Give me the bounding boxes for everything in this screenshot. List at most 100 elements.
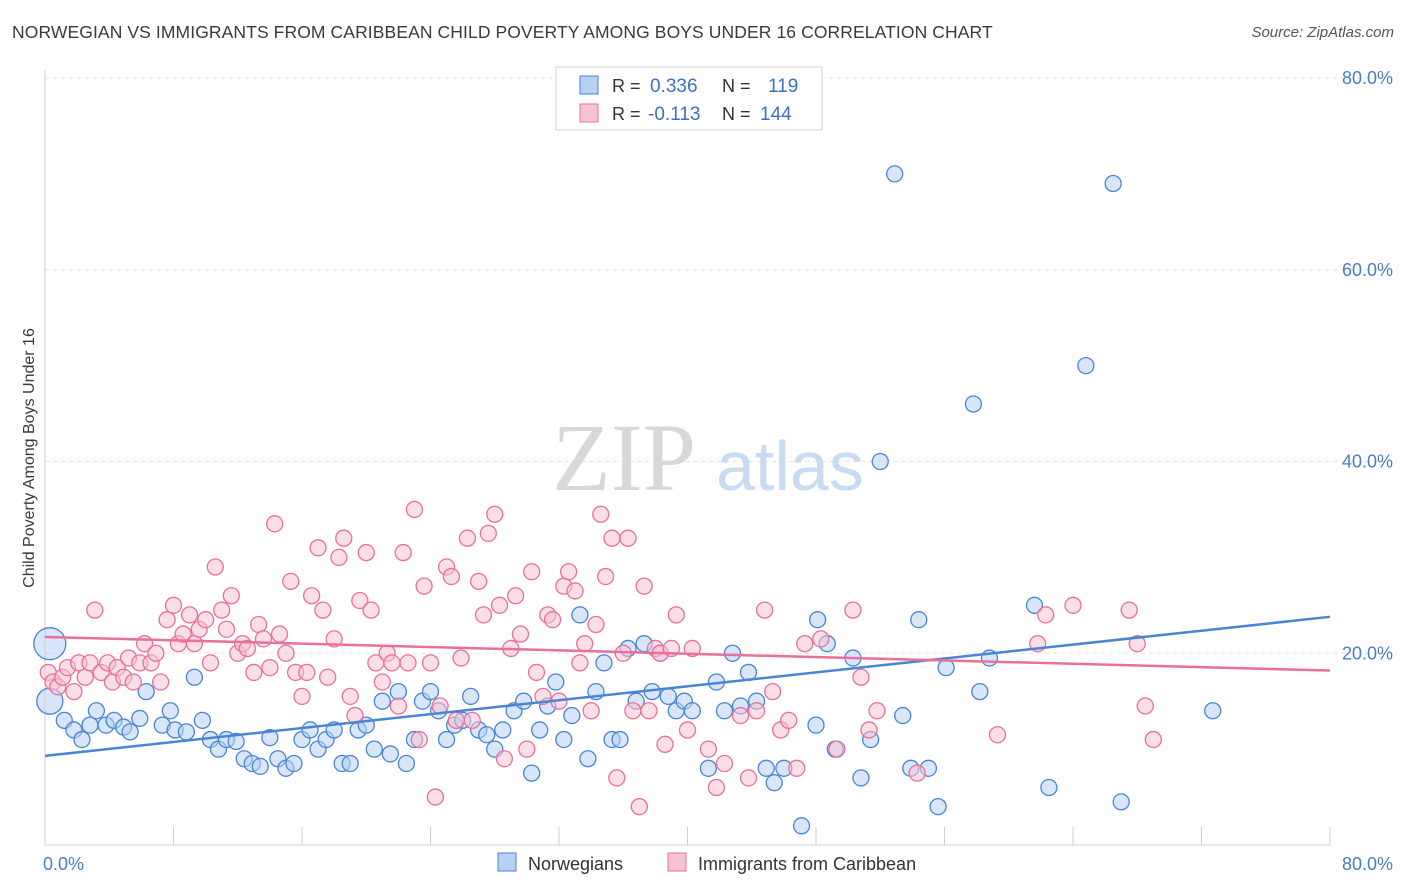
caribbean-point <box>474 606 493 624</box>
stats-legend: R = 0.336 N = 119 R = -0.113 N = 144 <box>555 66 823 131</box>
norwegian-point <box>478 726 496 744</box>
caribbean-point <box>245 663 263 682</box>
legend-label-norwegians: Norwegians <box>528 854 623 874</box>
norwegian-point <box>131 709 149 728</box>
caribbean-point <box>635 577 653 595</box>
caribbean-point <box>624 702 642 720</box>
norwegian-point <box>659 687 677 706</box>
caribbean-point <box>362 601 380 619</box>
caribbean-point <box>763 682 782 701</box>
norwegian-point <box>193 711 212 730</box>
norwegian-point <box>1077 356 1095 375</box>
caribbean-point <box>844 601 862 619</box>
norwegian-point <box>886 165 904 183</box>
caribbean-point <box>293 687 311 706</box>
caribbean-point <box>217 620 236 638</box>
caribbean-point <box>852 668 870 686</box>
caribbean-point <box>76 668 94 686</box>
norwegian-point <box>1112 793 1130 811</box>
caribbean-point <box>463 711 481 730</box>
norwegian-point <box>177 723 196 741</box>
caribbean-point <box>988 726 1007 744</box>
caribbean-point <box>394 543 412 562</box>
caribbean-point <box>1064 596 1082 614</box>
caribbean-point <box>452 649 470 667</box>
norwegian-point <box>73 730 91 749</box>
caribbean-point <box>640 702 658 720</box>
caribbean-point <box>1144 730 1162 749</box>
norwegian-point <box>341 754 359 773</box>
caribbean-point <box>518 740 536 758</box>
stats-swatch-pink <box>579 103 599 123</box>
y-tick-label-3: 80.0% <box>1342 68 1393 88</box>
caribbean-point <box>180 606 199 624</box>
norwegian-point <box>227 732 245 751</box>
norwegian-point <box>389 682 408 701</box>
y-axis-label: Child Poverty Among Boys Under 16 <box>21 328 38 588</box>
norwegian-point <box>964 395 983 413</box>
norwegian-point <box>937 658 955 677</box>
y-tick-label-1: 40.0% <box>1342 452 1393 472</box>
caribbean-point <box>351 591 369 610</box>
stats-n-label-pink: N = <box>722 104 751 124</box>
x-tick-label-0: 0.0% <box>43 854 84 874</box>
watermark-atlas: atlas <box>716 427 864 505</box>
caribbean-point <box>238 639 257 658</box>
caribbean-point <box>1037 606 1055 624</box>
caribbean-point <box>699 740 718 758</box>
caribbean-point <box>908 764 926 782</box>
caribbean-point <box>495 750 514 768</box>
caribbean-point <box>201 654 220 672</box>
caribbean-point <box>164 596 183 614</box>
legend-label-caribbean: Immigrants from Caribbean <box>698 854 916 874</box>
norwegian-point <box>1204 702 1222 720</box>
axes <box>44 70 1331 846</box>
norwegian-point <box>33 627 67 661</box>
norwegian-point <box>894 706 912 725</box>
y-tick-label-0: 20.0% <box>1342 643 1393 663</box>
caribbean-point <box>1120 601 1138 619</box>
caribbean-point <box>683 639 701 658</box>
caribbean-point <box>270 625 289 643</box>
caribbean-point <box>458 529 477 547</box>
norwegian-point <box>1104 174 1122 193</box>
legend-swatch-norwegians <box>497 852 517 872</box>
norwegian-point <box>792 817 811 835</box>
norwegian-point <box>301 721 319 739</box>
caribbean-point <box>592 505 610 523</box>
norwegian-point <box>285 754 303 773</box>
norwegian-point <box>531 721 549 739</box>
caribbean-point <box>185 635 204 653</box>
caribbean-point <box>479 524 497 543</box>
caribbean-point <box>755 601 774 619</box>
caribbean-point <box>656 735 674 753</box>
caribbean-point <box>373 673 391 691</box>
caribbean-point <box>158 611 176 629</box>
caribbean-point <box>254 630 273 648</box>
caribbean-point <box>81 654 99 672</box>
norwegian-point <box>929 798 947 816</box>
caribbean-point <box>596 567 615 586</box>
caribbean-point <box>383 654 401 672</box>
caribbean-point <box>566 582 584 600</box>
caribbean-point <box>788 759 806 777</box>
caribbean-point <box>405 500 424 519</box>
caribbean-point <box>1136 697 1154 715</box>
caribbean-point <box>174 625 192 643</box>
norwegian-point <box>871 452 889 471</box>
stats-legend-box <box>555 66 823 131</box>
caribbean-point <box>147 644 165 662</box>
caribbean-point <box>812 630 830 648</box>
norwegian-point <box>852 769 870 787</box>
stats-r-value-blue: 0.336 <box>650 76 698 97</box>
caribbean-point <box>619 529 637 547</box>
norwegian-point <box>723 644 742 662</box>
chart-title: NORWEGIAN VS IMMIGRANTS FROM CARIBBEAN C… <box>12 22 993 42</box>
caribbean-point <box>319 668 337 686</box>
norwegian-point <box>373 692 391 710</box>
caribbean-point <box>282 572 300 590</box>
norwegian-point <box>757 759 775 777</box>
caribbean-trend-line <box>44 635 1331 672</box>
caribbean-point <box>608 769 626 787</box>
norwegian-point <box>523 764 541 782</box>
